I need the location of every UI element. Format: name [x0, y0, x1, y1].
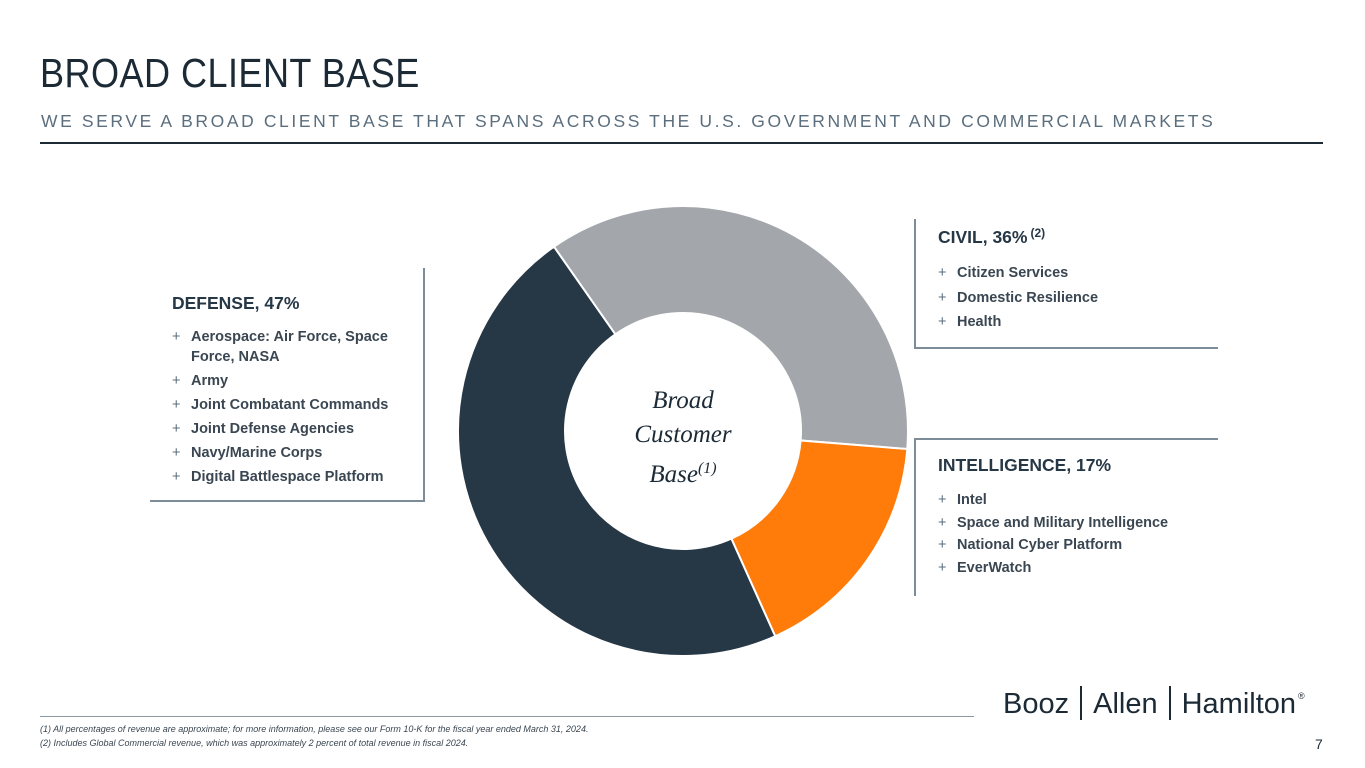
booz-allen-hamilton-logo: Booz Allen Hamilton ® — [1003, 686, 1305, 720]
intelligence-panel-border-left — [914, 438, 916, 596]
list-item: + Space and Military Intelligence — [938, 514, 1169, 531]
list-item: + Digital Battlespace Platform — [172, 469, 384, 485]
plus-icon: + — [938, 514, 947, 531]
plus-icon: + — [172, 421, 181, 437]
page-title: BROAD CLIENT BASE — [40, 50, 420, 96]
list-item: + Intel — [938, 492, 987, 508]
civil-list: + Citizen Services + Domestic Resilience +… — [938, 263, 1208, 332]
page-number: 7 — [1315, 736, 1323, 752]
footnote-1: (1) All percentages of revenue are appro… — [40, 724, 589, 734]
plus-icon: + — [938, 265, 947, 281]
civil-panel-border-bottom — [914, 347, 1218, 349]
plus-icon: + — [172, 445, 181, 461]
defense-list: + Aerospace: Air Force, Space Force, NASA… — [172, 327, 417, 487]
donut-center-label: Broad Customer Base(1) — [634, 387, 732, 488]
customer-base-donut-chart — [457, 205, 909, 657]
defense-panel-border-bottom — [150, 500, 425, 502]
civil-footnote-ref: (2) — [1030, 226, 1046, 240]
list-item: + EverWatch — [938, 560, 1032, 577]
list-item: + Navy/Marine Corps — [172, 445, 323, 461]
donut-slice-civil — [552, 205, 909, 451]
defense-panel: DEFENSE, 47% + Aerospace: Air Force, Spac… — [172, 293, 417, 491]
center-footnote-ref: (1) — [697, 460, 717, 477]
plus-icon: + — [172, 373, 181, 389]
intelligence-panel-border-top — [914, 438, 1218, 440]
footnote-2: (2) Includes Global Commercial revenue, … — [40, 738, 469, 748]
list-item: + Aerospace: Air Force, Space Force, NASA — [172, 329, 388, 365]
list-item: + Army — [172, 373, 229, 389]
plus-icon: + — [938, 537, 947, 554]
plus-icon: + — [938, 314, 947, 330]
defense-panel-border-right — [423, 268, 425, 501]
list-item: + National Cyber Platform — [938, 537, 1123, 554]
list-item: + Citizen Services — [938, 265, 1069, 281]
plus-icon: + — [938, 492, 947, 508]
page-subtitle: WE SERVE A BROAD CLIENT BASE THAT SPANS … — [41, 111, 1216, 131]
plus-icon: + — [938, 289, 947, 306]
donut-slice-defense — [457, 245, 777, 657]
civil-panel: CIVIL, 36% (2) + Citizen Services + Domesti… — [938, 226, 1208, 337]
footnotes: (1) All percentages of revenue are appro… — [40, 722, 588, 750]
list-item: + Joint Combatant Commands — [172, 397, 389, 413]
intelligence-list: + Intel + Space and Military Intelligence … — [938, 490, 1208, 578]
plus-icon: + — [172, 397, 181, 413]
intelligence-panel: INTELLIGENCE, 17% + Intel + Space and Mili… — [938, 455, 1208, 581]
donut-slice-intelligence — [730, 439, 909, 638]
list-item: + Domestic Resilience — [938, 289, 1099, 306]
plus-icon: + — [938, 560, 947, 577]
plus-icon: + — [172, 329, 181, 345]
civil-panel-border-left — [914, 219, 916, 349]
civil-heading: CIVIL, 36% (2) — [938, 226, 1046, 247]
intelligence-heading: INTELLIGENCE, 17% — [938, 455, 1112, 475]
title-divider — [40, 142, 1323, 144]
defense-heading: DEFENSE, 47% — [172, 293, 300, 313]
plus-icon: + — [172, 469, 181, 485]
list-item: + Health — [938, 314, 1002, 330]
list-item: + Joint Defense Agencies — [172, 421, 355, 437]
footer-divider — [40, 716, 974, 717]
